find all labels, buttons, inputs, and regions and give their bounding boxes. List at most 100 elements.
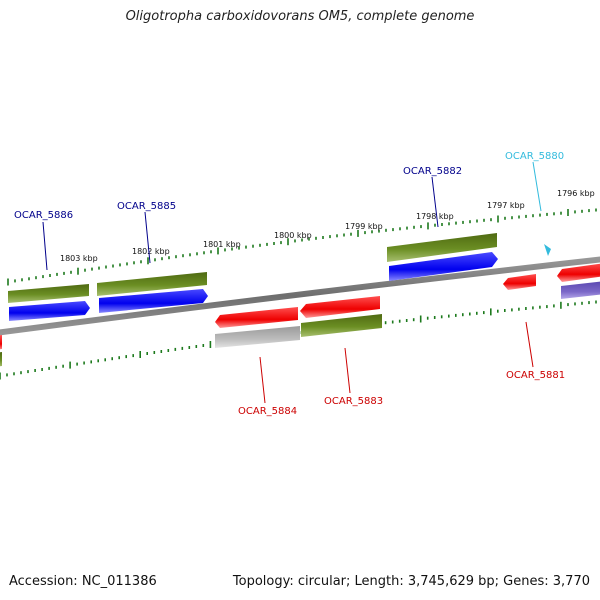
outer-tick xyxy=(476,219,478,223)
gene-blue-outer-3[interactable] xyxy=(389,252,498,281)
gene-olive-inner[interactable] xyxy=(301,314,382,337)
outer-tick xyxy=(336,234,338,238)
gene-blue-outer-1[interactable] xyxy=(9,301,90,321)
inner-tick xyxy=(567,303,569,307)
kbp-label-1797: 1797 kbp xyxy=(487,201,525,210)
gene-label-ocar-5883[interactable]: OCAR_5883 xyxy=(324,396,383,407)
accession-label: Accession: NC_011386 xyxy=(9,574,157,589)
outer-tick xyxy=(357,229,359,237)
inner-tick xyxy=(384,321,387,325)
inner-tick xyxy=(27,370,29,374)
outer-tick xyxy=(560,211,562,215)
inner-tick xyxy=(83,361,85,365)
outer-tick xyxy=(308,237,310,241)
outer-tick xyxy=(322,236,324,239)
inner-tick xyxy=(490,308,492,316)
inner-tick xyxy=(181,346,184,350)
outer-tick xyxy=(448,222,450,226)
inner-tick xyxy=(6,373,8,377)
outer-tick xyxy=(504,216,506,220)
outer-tick xyxy=(224,248,226,252)
leader-ocar-5886 xyxy=(42,221,48,271)
outer-tick xyxy=(399,227,401,231)
outer-tick xyxy=(7,278,9,286)
inner-tick xyxy=(553,304,555,308)
inner-tick xyxy=(118,356,120,360)
outer-tick xyxy=(63,271,65,275)
inner-tick xyxy=(483,311,485,315)
outer-tick xyxy=(21,278,23,282)
gene-red-edge[interactable] xyxy=(0,335,2,350)
outer-tick xyxy=(217,247,219,255)
inner-tick xyxy=(532,306,534,310)
gene-olive-outer-2[interactable] xyxy=(97,272,207,296)
outer-tick xyxy=(469,220,471,224)
gene-gray-inner[interactable] xyxy=(215,326,300,348)
map-title: Oligotropha carboxidovorans OM5, complet… xyxy=(125,9,475,24)
outer-tick xyxy=(133,261,135,265)
outer-tick xyxy=(210,250,212,254)
inner-tick xyxy=(132,354,134,358)
gene-purple-inner[interactable] xyxy=(561,281,600,299)
kbp-label-1801: 1801 kbp xyxy=(203,240,241,249)
inner-tick xyxy=(511,308,513,312)
inner-tick xyxy=(574,302,576,306)
outer-tick xyxy=(28,277,30,281)
outer-tick xyxy=(511,216,513,220)
inner-tick xyxy=(412,318,415,322)
kbp-label-1802: 1802 kbp xyxy=(132,247,170,256)
inner-tick xyxy=(55,365,57,369)
inner-tick xyxy=(433,316,436,319)
outer-tick xyxy=(378,229,380,233)
outer-tick xyxy=(413,225,415,229)
outer-tick xyxy=(364,231,366,235)
outer-tick xyxy=(371,230,373,234)
gene-olive-outer-1[interactable] xyxy=(8,284,89,303)
outer-tick xyxy=(532,214,534,218)
outer-tick xyxy=(147,257,149,265)
inner-tick xyxy=(202,344,205,347)
outer-tick xyxy=(98,266,100,270)
inner-tick xyxy=(426,316,429,320)
outer-tick xyxy=(553,212,555,216)
gene-cyan-marker[interactable] xyxy=(544,244,551,256)
gene-label-ocar-5886[interactable]: OCAR_5886 xyxy=(14,210,73,221)
gene-red-inner-1[interactable] xyxy=(215,307,298,328)
outer-tick xyxy=(441,223,443,226)
kbp-label-1798: 1798 kbp xyxy=(416,212,454,221)
inner-tick xyxy=(41,368,43,371)
outer-tick xyxy=(84,268,86,272)
outer-tick xyxy=(119,263,121,267)
gene-olive-outer-3[interactable] xyxy=(387,233,497,262)
outer-tick xyxy=(392,228,394,232)
gene-label-ocar-5880[interactable]: OCAR_5880 xyxy=(505,151,564,162)
leader-ocar-5883 xyxy=(344,347,351,394)
gene-red-inner-3[interactable] xyxy=(503,274,536,290)
gene-olive-edge[interactable] xyxy=(0,352,2,367)
genome-summary: Topology: circular; Length: 3,745,629 bp… xyxy=(232,574,590,589)
outer-tick xyxy=(112,264,114,268)
outer-tick xyxy=(434,223,436,227)
gene-blue-outer-2[interactable] xyxy=(99,289,208,313)
outer-tick xyxy=(126,262,128,266)
gene-label-ocar-5885[interactable]: OCAR_5885 xyxy=(117,201,176,212)
outer-tick xyxy=(329,235,331,239)
outer-tick xyxy=(420,225,422,229)
gene-label-ocar-5881[interactable]: OCAR_5881 xyxy=(506,370,565,381)
outer-tick xyxy=(70,270,72,274)
outer-tick-ring xyxy=(7,208,597,286)
outer-tick xyxy=(315,236,317,240)
inner-tick xyxy=(405,319,408,322)
inner-tick xyxy=(195,345,198,348)
leader-ocar-5881 xyxy=(525,321,534,368)
inner-tick xyxy=(167,349,170,352)
outer-tick xyxy=(350,232,352,236)
inner-tick xyxy=(62,364,64,368)
outer-tick xyxy=(294,239,296,243)
outer-tick xyxy=(546,212,548,216)
gene-label-ocar-5882[interactable]: OCAR_5882 xyxy=(403,166,462,177)
inner-tick xyxy=(13,372,15,376)
gene-label-ocar-5884[interactable]: OCAR_5884 xyxy=(238,406,297,417)
gene-red-inner-2[interactable] xyxy=(300,296,380,318)
gene-red-inner-4[interactable] xyxy=(557,263,600,282)
